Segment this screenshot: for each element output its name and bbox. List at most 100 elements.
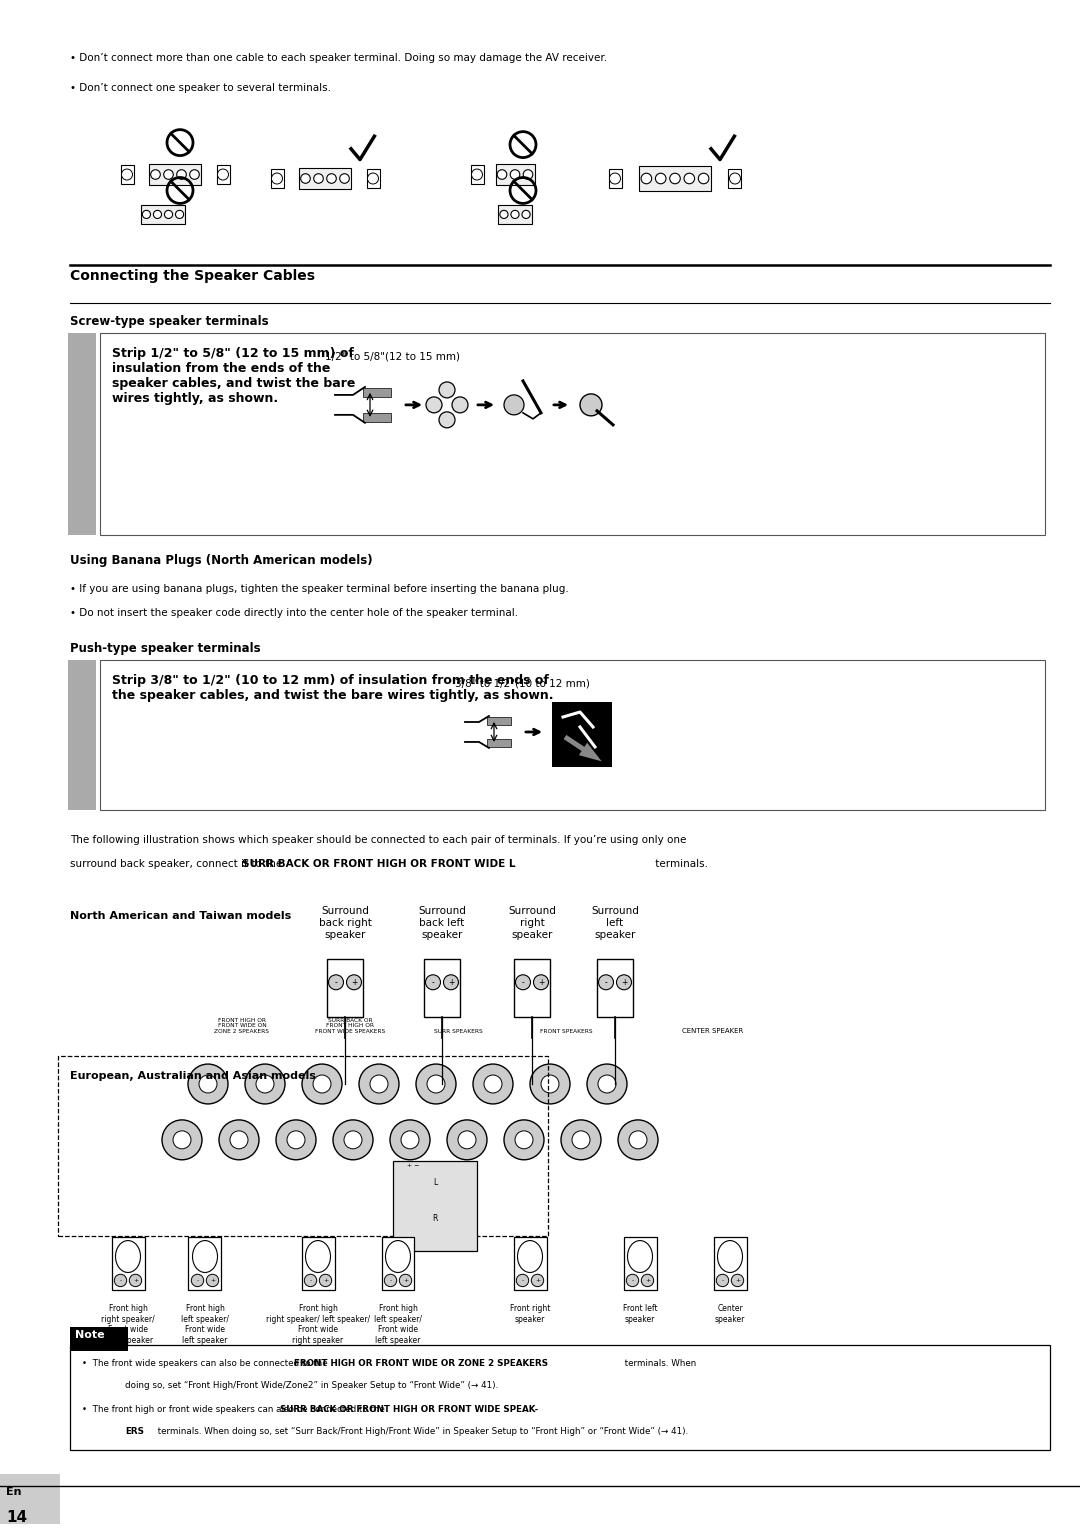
Text: surround back speaker, connect it to the: surround back speaker, connect it to the: [70, 859, 285, 868]
Circle shape: [390, 1120, 430, 1160]
Circle shape: [114, 1274, 126, 1287]
Circle shape: [500, 211, 508, 219]
Text: -: -: [309, 1277, 312, 1284]
Text: -: -: [432, 978, 434, 987]
Text: +: +: [210, 1277, 215, 1284]
Text: 14: 14: [6, 1510, 27, 1525]
Text: SURR SPEAKERS: SURR SPEAKERS: [434, 1030, 483, 1034]
Circle shape: [511, 211, 519, 219]
Bar: [140, 205, 185, 223]
Circle shape: [345, 1131, 362, 1149]
Text: terminals. When doing so, set “Surr Back/Front High/Front Wide” in Speaker Setup: terminals. When doing so, set “Surr Back…: [156, 1427, 688, 1436]
Text: •  The front high or front wide speakers can also be connected to the: • The front high or front wide speakers …: [82, 1406, 388, 1413]
Text: R: R: [432, 1215, 437, 1222]
Circle shape: [626, 1274, 638, 1287]
Bar: [499, 205, 531, 223]
Text: L: L: [433, 1178, 437, 1187]
Bar: [639, 167, 711, 191]
Ellipse shape: [717, 1241, 743, 1273]
Text: 1/2" to 5/8"(12 to 15 mm): 1/2" to 5/8"(12 to 15 mm): [325, 351, 460, 361]
Circle shape: [190, 170, 200, 179]
Text: Front high
left speaker/
Front wide
left speaker: Front high left speaker/ Front wide left…: [374, 1305, 422, 1345]
Circle shape: [400, 1274, 411, 1287]
Text: Strip 3/8" to 1/2" (10 to 12 mm) of insulation from the ends of
the speaker cabl: Strip 3/8" to 1/2" (10 to 12 mm) of insu…: [112, 674, 554, 703]
Text: CENTER SPEAKER: CENTER SPEAKER: [681, 1028, 743, 1034]
Circle shape: [504, 394, 524, 414]
Circle shape: [367, 173, 378, 183]
Text: -: -: [522, 1277, 524, 1284]
Bar: [513, 1236, 546, 1291]
Text: Strip 1/2" to 5/8" (12 to 15 mm) of
insulation from the ends of the
speaker cabl: Strip 1/2" to 5/8" (12 to 15 mm) of insu…: [112, 347, 355, 405]
Circle shape: [530, 1063, 570, 1103]
Circle shape: [300, 174, 310, 183]
Bar: [299, 168, 351, 189]
Circle shape: [588, 1063, 627, 1103]
Circle shape: [426, 975, 441, 990]
Text: doing so, set “Front High/Front Wide/Zone2” in Speaker Setup to “Front Wide” (→ : doing so, set “Front High/Front Wide/Zon…: [125, 1381, 498, 1390]
Text: The following illustration shows which speaker should be connected to each pair : The following illustration shows which s…: [70, 834, 687, 845]
Bar: [58, 1056, 548, 1236]
Bar: [70, 1328, 129, 1351]
Circle shape: [416, 1063, 456, 1103]
Bar: [366, 168, 379, 188]
Bar: [597, 960, 633, 1018]
Text: • Don’t connect one speaker to several terminals.: • Don’t connect one speaker to several t…: [70, 83, 330, 93]
Circle shape: [458, 1131, 476, 1149]
Text: +: +: [351, 978, 357, 987]
Circle shape: [340, 174, 349, 183]
Circle shape: [716, 1274, 729, 1287]
Text: -: -: [522, 978, 525, 987]
Circle shape: [384, 1274, 396, 1287]
Circle shape: [313, 1076, 330, 1093]
Bar: [714, 1236, 746, 1291]
Text: Front left
speaker: Front left speaker: [623, 1305, 658, 1323]
Circle shape: [504, 1120, 544, 1160]
Bar: [393, 1161, 477, 1250]
Circle shape: [401, 1131, 419, 1149]
Circle shape: [271, 173, 283, 183]
Circle shape: [515, 975, 530, 990]
Circle shape: [328, 975, 343, 990]
Ellipse shape: [306, 1241, 330, 1273]
Text: +: +: [403, 1277, 408, 1284]
Circle shape: [427, 1076, 445, 1093]
Circle shape: [320, 1274, 332, 1287]
Circle shape: [143, 211, 150, 219]
Circle shape: [617, 975, 632, 990]
Text: Center
speaker: Center speaker: [715, 1305, 745, 1323]
Circle shape: [729, 173, 741, 183]
Text: +: +: [448, 978, 455, 987]
Bar: [514, 960, 550, 1018]
Circle shape: [188, 1063, 228, 1103]
Bar: [301, 1236, 335, 1291]
Circle shape: [302, 1063, 342, 1103]
Bar: [327, 960, 363, 1018]
Bar: [424, 960, 460, 1018]
Text: -: -: [390, 1277, 392, 1284]
Circle shape: [438, 413, 455, 428]
Ellipse shape: [517, 1241, 542, 1273]
Text: +: +: [538, 978, 544, 987]
Text: En: En: [6, 1487, 22, 1497]
Circle shape: [438, 382, 455, 397]
Bar: [608, 168, 621, 188]
Circle shape: [484, 1076, 502, 1093]
Text: + −: + −: [407, 1163, 419, 1167]
Text: Surround
back left
speaker: Surround back left speaker: [418, 906, 465, 940]
Circle shape: [472, 170, 483, 180]
Bar: [111, 1236, 145, 1291]
Circle shape: [191, 1274, 204, 1287]
Text: ERS: ERS: [125, 1427, 144, 1436]
Bar: [471, 165, 484, 185]
Circle shape: [598, 1076, 616, 1093]
Bar: [216, 165, 229, 185]
Bar: [189, 1236, 221, 1291]
Circle shape: [497, 170, 507, 179]
Circle shape: [629, 1131, 647, 1149]
Circle shape: [151, 170, 160, 179]
Circle shape: [276, 1120, 316, 1160]
Bar: [270, 168, 283, 188]
Text: +: +: [535, 1277, 540, 1284]
Circle shape: [162, 1120, 202, 1160]
Circle shape: [642, 1274, 653, 1287]
